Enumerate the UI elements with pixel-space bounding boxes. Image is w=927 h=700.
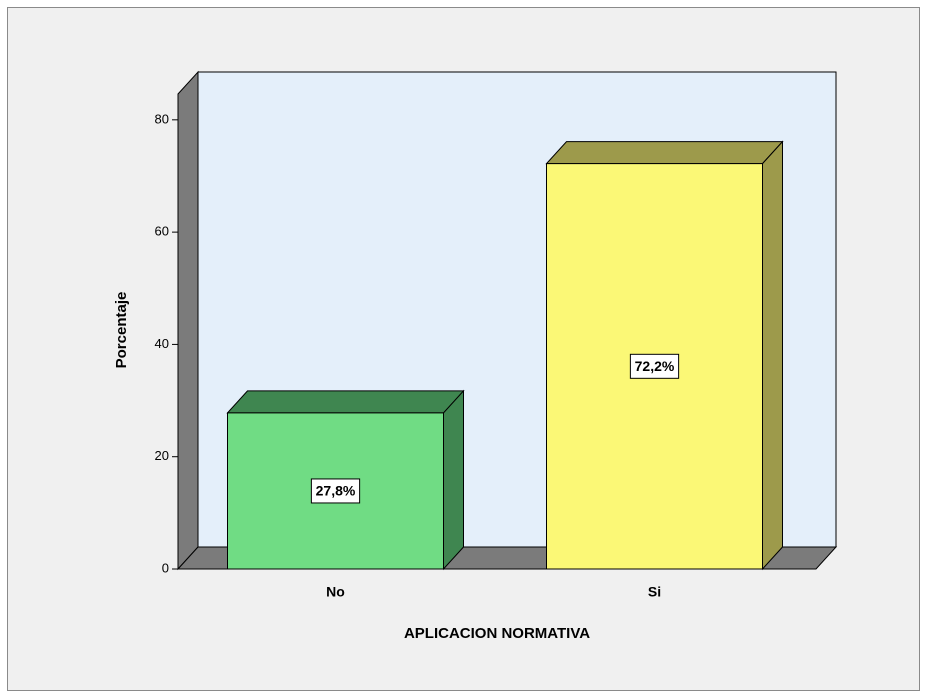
- value-label-box: [629, 353, 680, 379]
- y-tick-label: 80: [155, 111, 169, 126]
- y-axis-label: Porcentaje: [113, 292, 130, 369]
- x-axis-label: APLICACION NORMATIVA: [404, 625, 590, 642]
- value-label: 27,8%: [316, 483, 356, 499]
- value-label: 72,2%: [635, 358, 675, 374]
- value-label-box: [310, 478, 361, 504]
- y-tick-label: 40: [155, 336, 169, 351]
- bar-side: [762, 140, 783, 571]
- bar-top: [545, 141, 784, 165]
- y-tick-label: 20: [155, 448, 169, 463]
- bar-top: [226, 390, 465, 414]
- x-tick-label: No: [326, 584, 345, 600]
- y-tick-label: 0: [162, 560, 169, 575]
- left-wall: [177, 70, 199, 571]
- bar-side: [443, 389, 464, 571]
- y-tick-label: 60: [155, 224, 169, 239]
- x-tick-label: Si: [648, 584, 661, 600]
